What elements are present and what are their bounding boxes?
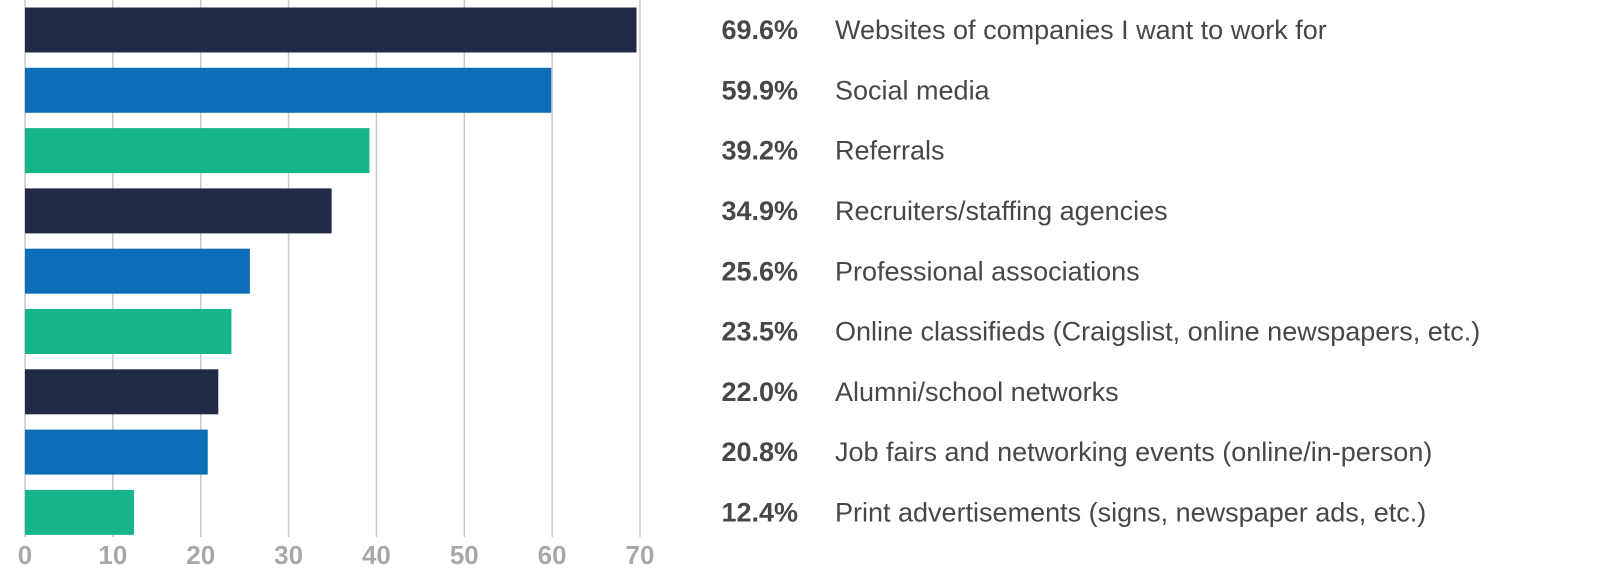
category-label: Print advertisements (signs, newspaper a… (835, 498, 1426, 528)
category-label: Alumni/school networks (835, 377, 1119, 407)
bar (25, 489, 134, 535)
bar (25, 309, 232, 354)
value-label: 23.5% (721, 317, 798, 347)
value-label: 20.8% (721, 437, 798, 467)
category-label: Online classifieds (Craigslist, online n… (835, 317, 1480, 347)
bar (25, 128, 370, 174)
bar (25, 369, 219, 415)
bar (25, 67, 552, 113)
x-tick-label: 20 (186, 540, 215, 570)
category-label: Recruiters/staffing agencies (835, 196, 1168, 226)
category-label: Social media (835, 75, 991, 105)
value-label: 34.9% (721, 196, 798, 226)
value-label: 59.9% (721, 75, 798, 105)
x-tick-label: 30 (274, 540, 303, 570)
x-tick-label: 10 (98, 540, 127, 570)
value-label: 39.2% (721, 136, 798, 166)
bar (25, 188, 332, 234)
category-label: Professional associations (835, 256, 1140, 286)
x-tick-label: 70 (626, 540, 655, 570)
value-label: 69.6% (721, 15, 798, 45)
category-label: Job fairs and networking events (online/… (835, 437, 1432, 467)
bar (25, 7, 637, 53)
value-label: 12.4% (721, 498, 798, 528)
x-tick-label: 60 (538, 540, 567, 570)
bar (25, 248, 250, 294)
value-label: 25.6% (721, 256, 798, 286)
x-tick-label: 50 (450, 540, 479, 570)
x-tick-label: 40 (362, 540, 391, 570)
bar (25, 429, 208, 475)
category-label: Referrals (835, 136, 945, 166)
x-tick-label: 0 (18, 540, 32, 570)
category-label: Websites of companies I want to work for (835, 15, 1327, 45)
value-label: 22.0% (721, 377, 798, 407)
